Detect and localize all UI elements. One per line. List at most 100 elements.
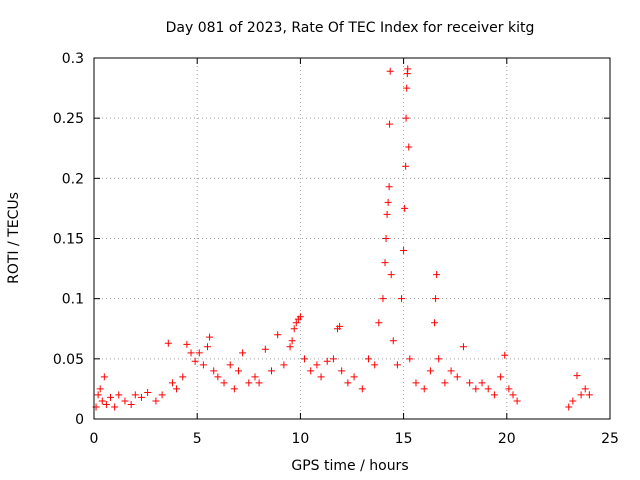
data-point-marker [513,397,521,405]
y-tick-label: 0.05 [53,352,84,368]
data-point-marker [569,397,577,405]
data-point-marker [371,361,379,369]
data-point-marker [261,345,269,353]
data-point-marker [433,271,441,279]
data-point-marker [292,319,300,327]
x-tick-label: 15 [395,431,413,447]
data-point-marker [573,372,581,380]
data-point-marker [100,373,108,381]
data-point-marker [398,295,406,303]
x-tick-label: 0 [90,431,99,447]
data-point-marker [173,385,181,393]
data-point-marker [404,65,412,73]
data-point-marker [329,355,337,363]
data-point-marker [280,361,288,369]
data-point-marker [453,373,461,381]
data-point-marker [385,183,393,191]
data-point-marker [226,361,234,369]
data-point-marker [365,355,373,363]
data-point-marker [431,319,439,327]
data-point-marker [199,361,207,369]
data-point-marker [296,313,304,321]
axis-ticks: 0 5 10 15 20 25 0 0.05 0.1 0.15 0.2 0.25 0.3 [53,51,619,447]
data-point-marker [336,322,344,330]
data-point-marker [191,357,199,365]
y-tick-label: 0.1 [62,292,84,308]
y-tick-label: 0.3 [62,51,84,67]
chart-title: Day 081 of 2023, Rate Of TEC Index for r… [166,20,535,36]
data-point-marker [251,373,259,381]
data-point-marker [152,397,160,405]
data-point-marker [234,367,242,375]
data-point-marker [96,385,104,393]
data-point-marker [401,204,409,212]
data-point-marker [313,361,321,369]
data-point-marker [111,403,119,411]
data-point-marker [301,355,309,363]
data-point-marker [585,391,593,399]
data-point-marker [406,355,414,363]
data-point-marker [402,162,410,170]
x-tick-label: 10 [291,431,309,447]
data-point-marker [214,373,222,381]
data-point-marker [379,295,387,303]
y-tick-label: 0.15 [53,232,84,248]
data-point-marker [405,143,413,151]
data-point-marker [179,373,187,381]
x-tick-label: 20 [498,431,516,447]
data-point-marker [98,397,106,405]
data-point-marker [358,385,366,393]
plot-frame [93,57,611,420]
data-point-marker [290,325,298,333]
data-point-marker [447,367,455,375]
data-point-marker [245,379,253,387]
data-point-marker [317,373,325,381]
data-point-marker [412,379,420,387]
data-point-marker [435,355,443,363]
data-point-marker [402,114,410,122]
data-point-marker [220,379,228,387]
data-point-marker [484,385,492,393]
data-point-marker [206,333,214,341]
data-point-marker [286,343,294,351]
data-point-marker [387,271,395,279]
data-point-marker [386,120,394,128]
data-point-marker [102,401,110,409]
data-point-marker [403,84,411,92]
data-point-marker [386,67,394,75]
data-point-marker [490,391,498,399]
data-point-marker [187,349,195,357]
data-point-marker [400,247,408,255]
data-point-marker [384,198,392,206]
data-point-marker [274,331,282,339]
data-point-marker [501,351,509,359]
data-point-marker [210,367,218,375]
data-point-marker [255,379,263,387]
data-point-marker [420,385,428,393]
data-point-marker [426,367,434,375]
y-axis-label: ROTI / TECUs [6,192,22,284]
data-point-marker [115,391,123,399]
data-point-marker [239,349,247,357]
data-point-marker [323,357,331,365]
data-point-marker [168,379,176,387]
data-point-marker [137,393,145,401]
data-point-marker [338,367,346,375]
y-tick-label: 0.2 [62,171,84,187]
data-point-marker [307,367,315,375]
data-point-marker [505,385,513,393]
data-point-marker [478,379,486,387]
data-points [92,65,593,411]
data-point-marker [268,367,276,375]
data-point-marker [230,385,238,393]
data-point-marker [459,343,467,351]
data-point-marker [383,210,391,218]
data-point-marker [381,259,389,267]
data-point-marker [389,337,397,345]
data-point-marker [375,319,383,327]
data-point-marker [144,389,152,397]
data-point-marker [581,385,589,393]
y-tick-label: 0 [75,412,84,428]
data-point-marker [94,391,102,399]
